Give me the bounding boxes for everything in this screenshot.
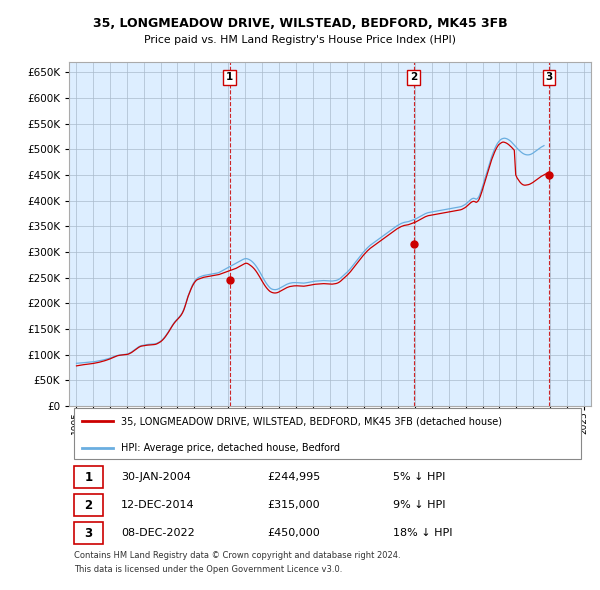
Text: 2: 2 bbox=[410, 73, 418, 83]
Text: £315,000: £315,000 bbox=[268, 500, 320, 510]
Text: 12-DEC-2014: 12-DEC-2014 bbox=[121, 500, 195, 510]
Text: £244,995: £244,995 bbox=[268, 472, 320, 482]
Text: Price paid vs. HM Land Registry's House Price Index (HPI): Price paid vs. HM Land Registry's House … bbox=[144, 35, 456, 44]
Text: 3: 3 bbox=[85, 526, 92, 540]
Text: 18% ↓ HPI: 18% ↓ HPI bbox=[392, 528, 452, 538]
Text: This data is licensed under the Open Government Licence v3.0.: This data is licensed under the Open Gov… bbox=[74, 565, 343, 575]
Text: 5% ↓ HPI: 5% ↓ HPI bbox=[392, 472, 445, 482]
Text: 2: 2 bbox=[85, 499, 92, 512]
Text: 1: 1 bbox=[226, 73, 233, 83]
Text: 08-DEC-2022: 08-DEC-2022 bbox=[121, 528, 195, 538]
Text: 35, LONGMEADOW DRIVE, WILSTEAD, BEDFORD, MK45 3FB: 35, LONGMEADOW DRIVE, WILSTEAD, BEDFORD,… bbox=[92, 17, 508, 30]
FancyBboxPatch shape bbox=[74, 522, 103, 544]
FancyBboxPatch shape bbox=[74, 466, 103, 488]
Text: 35, LONGMEADOW DRIVE, WILSTEAD, BEDFORD, MK45 3FB (detached house): 35, LONGMEADOW DRIVE, WILSTEAD, BEDFORD,… bbox=[121, 417, 502, 427]
Text: 3: 3 bbox=[545, 73, 553, 83]
Text: 9% ↓ HPI: 9% ↓ HPI bbox=[392, 500, 445, 510]
FancyBboxPatch shape bbox=[74, 408, 581, 459]
Text: Contains HM Land Registry data © Crown copyright and database right 2024.: Contains HM Land Registry data © Crown c… bbox=[74, 551, 401, 560]
Text: 30-JAN-2004: 30-JAN-2004 bbox=[121, 472, 191, 482]
Text: 1: 1 bbox=[85, 471, 92, 484]
Text: £450,000: £450,000 bbox=[268, 528, 320, 538]
FancyBboxPatch shape bbox=[74, 494, 103, 516]
Text: HPI: Average price, detached house, Bedford: HPI: Average price, detached house, Bedf… bbox=[121, 442, 340, 453]
